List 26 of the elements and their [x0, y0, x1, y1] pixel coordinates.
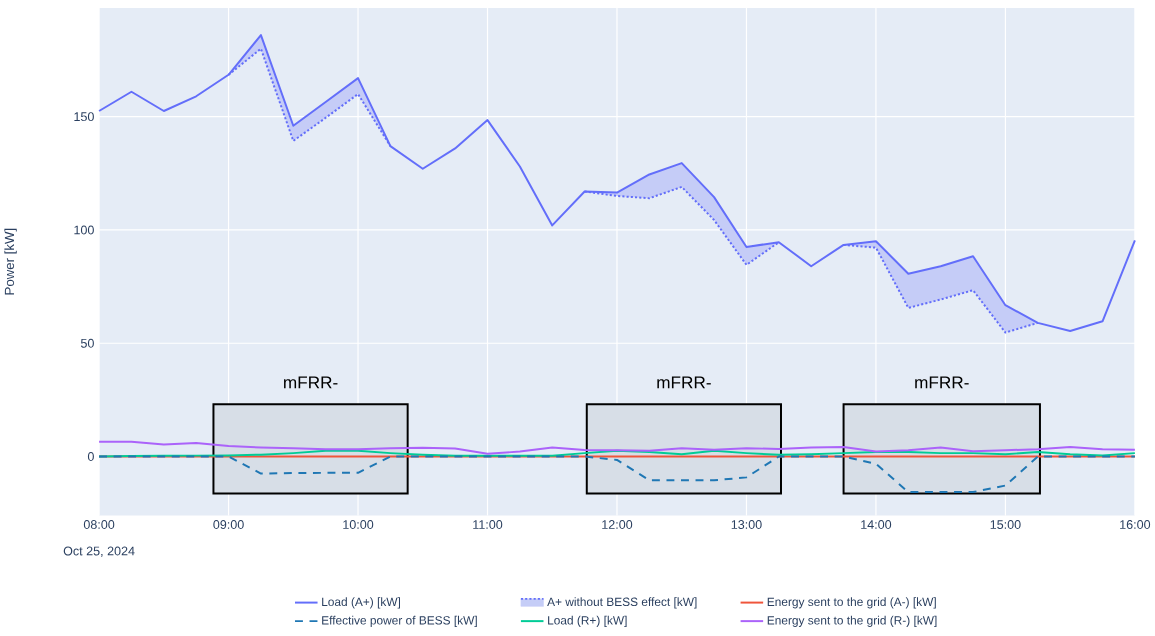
text: Oct 25, 2024: [63, 546, 135, 557]
x-tick-label: 08:00: [83, 519, 115, 529]
x-tick-label: 14:00: [861, 519, 892, 529]
y-tick-label: 100: [74, 225, 94, 235]
x-tick-label: 12:00: [602, 519, 633, 529]
legend-label: Load (A+) [kW]: [322, 597, 400, 609]
legend-label: Load (R+) [kW]: [548, 615, 627, 627]
y-tick-label: 150: [74, 112, 94, 121]
band-label: mFRR-: [915, 376, 969, 389]
y-tick-label: 0: [87, 451, 94, 461]
legend-label: A+ without BESS effect [kW]: [547, 597, 697, 609]
line-series: [98, 440, 1136, 455]
x-tick-label: 15:00: [990, 519, 1021, 529]
y-tick-label: 50: [80, 338, 94, 348]
legend-label: Energy sent to the grid (R-) [kW]: [767, 615, 937, 627]
line-series: [98, 33, 1136, 332]
band-label: mFRR-: [284, 376, 338, 389]
x-tick-label: 10:00: [343, 519, 374, 529]
band-label: mFRR-: [657, 376, 711, 389]
x-tick-label: 16:00: [1120, 519, 1151, 529]
legend-label: Effective power of BESS [kW]: [322, 615, 477, 627]
y-axis-title: Power [kW]: [4, 228, 17, 295]
x-tick-label: 13:00: [731, 519, 762, 529]
x-tick-label: 11:00: [473, 519, 503, 529]
legend-label: Energy sent to the grid (A-) [kW]: [767, 597, 936, 609]
x-tick-label: 09:00: [213, 519, 244, 529]
